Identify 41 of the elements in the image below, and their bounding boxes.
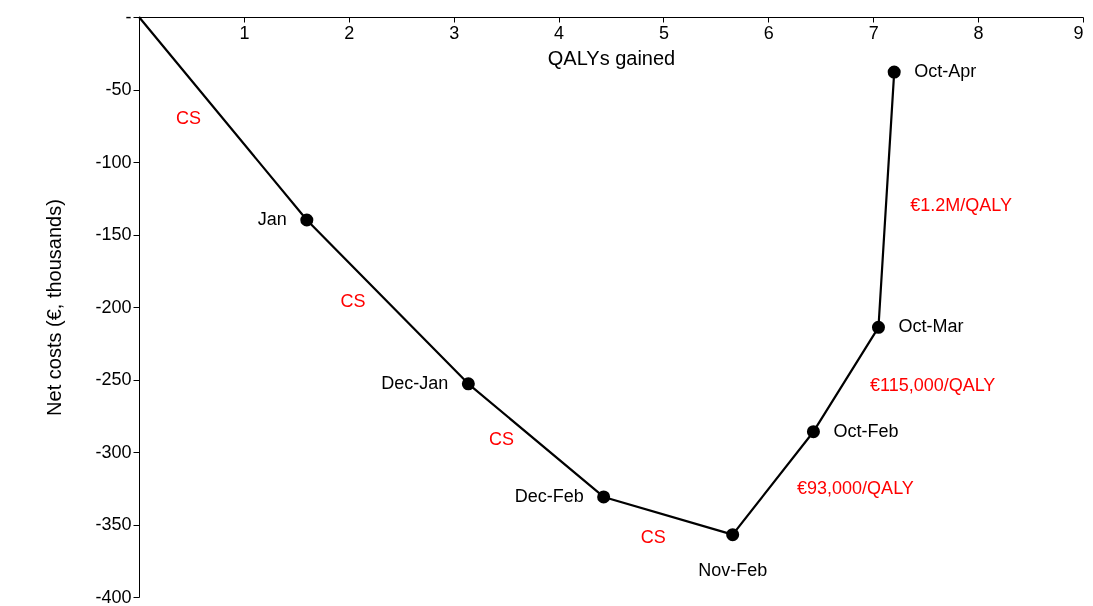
y-tick-label: -100 <box>95 151 132 172</box>
y-tick-label: -400 <box>95 586 132 606</box>
data-label: Dec-Jan <box>381 372 449 393</box>
point <box>597 490 611 504</box>
annotation: CS <box>640 526 666 547</box>
y-tick-label: -50 <box>105 79 132 99</box>
data-label: Oct-Apr <box>914 61 977 82</box>
x-tick-label: 3 <box>449 22 460 43</box>
point <box>461 377 475 391</box>
y-axis-title: Net costs (€, thousands) <box>43 199 66 416</box>
point <box>871 320 885 334</box>
data-label: Oct-Feb <box>833 420 899 441</box>
y-tick-label: -200 <box>95 296 132 317</box>
y-tick-label: -350 <box>95 514 132 534</box>
x-tick-label: 1 <box>239 22 250 43</box>
data-label: Nov-Feb <box>698 559 768 580</box>
y-tick-label: -300 <box>95 441 132 462</box>
annotation: €115,000/QALY <box>869 374 996 395</box>
x-tick-label: 9 <box>1073 22 1084 43</box>
point <box>726 528 740 542</box>
y-tick-label: -250 <box>95 369 132 389</box>
x-tick-label: 7 <box>868 22 879 43</box>
data-label: Jan <box>257 209 287 229</box>
x-axis-title: QALYs gained <box>547 46 676 69</box>
x-tick-label: 6 <box>763 22 774 43</box>
annotation: €1.2M/QALY <box>910 194 1013 215</box>
data-label: Oct-Mar <box>898 316 964 337</box>
point <box>300 213 314 227</box>
annotation: €93,000/QALY <box>797 478 914 499</box>
y-tick-label: -150 <box>95 224 132 244</box>
point <box>806 425 820 439</box>
x-tick-label: 4 <box>554 22 565 43</box>
annotation: CS <box>340 290 366 311</box>
y-tick-label: - <box>125 6 132 27</box>
annotation: CS <box>488 429 514 450</box>
x-tick-label: 2 <box>344 22 355 43</box>
x-tick-label: 8 <box>973 22 984 43</box>
annotation: CS <box>175 107 201 128</box>
point <box>887 65 901 79</box>
data-label: Dec-Feb <box>514 485 584 506</box>
x-tick-label: 5 <box>658 22 669 43</box>
